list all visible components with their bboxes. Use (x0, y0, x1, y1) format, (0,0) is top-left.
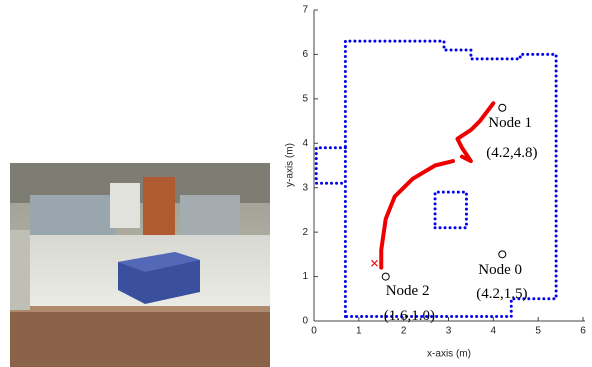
y-tick-label: 5 (302, 93, 308, 104)
y-tick-label: 7 (302, 5, 308, 16)
node-coord: (4.2,4.8) (486, 145, 537, 161)
wall-outline (435, 192, 466, 228)
x-tick-label: 5 (535, 326, 541, 337)
room-photo (10, 163, 270, 367)
node-coord: (4.2,1.5) (476, 286, 527, 302)
node-marker (499, 104, 506, 111)
node-name: Node 0 (478, 262, 522, 278)
y-tick-label: 4 (302, 138, 308, 149)
x-tick-label: 6 (580, 326, 586, 337)
y-tick-label: 3 (302, 182, 308, 193)
y-axis-label: y-axis (m) (285, 143, 296, 187)
x-tick-label: 4 (491, 326, 497, 337)
figure: x-axis (m) y-axis (m) 0 1 2 3 4 5 6 0 1 2 3 4 5 6 7 Nod… (0, 0, 592, 367)
node-name: Node 1 (488, 115, 532, 131)
start-marker (372, 260, 378, 266)
y-tick-label: 6 (302, 49, 308, 60)
node-name: Node 2 (386, 283, 430, 299)
trajectory (381, 103, 493, 267)
y-tick-label: 0 (302, 316, 308, 327)
x-tick-label: 0 (311, 326, 317, 337)
wall-outline (316, 148, 345, 184)
node-marker (382, 273, 389, 280)
y-tick-label: 2 (302, 227, 308, 238)
wall-outline (345, 41, 556, 316)
node-coord: (1.6,1.0) (384, 308, 435, 324)
x-tick-label: 2 (401, 326, 407, 337)
y-tick-label: 1 (302, 271, 308, 282)
x-tick-label: 3 (446, 326, 452, 337)
node-marker (499, 251, 506, 258)
x-axis-label: x-axis (m) (427, 349, 471, 360)
x-tick-label: 1 (356, 326, 362, 337)
